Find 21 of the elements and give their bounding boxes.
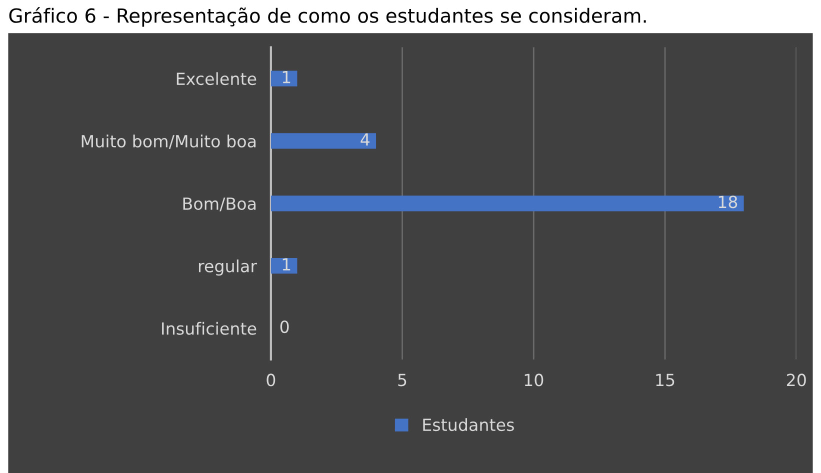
legend-label: Estudantes bbox=[423, 418, 514, 432]
data-label: 4 bbox=[360, 133, 370, 146]
y-tick-label: Bom/Boa bbox=[183, 198, 256, 212]
data-label: 1 bbox=[282, 70, 290, 84]
data-label: 18 bbox=[718, 196, 738, 208]
y-tick-label: Insuficiente bbox=[162, 322, 256, 335]
x-tick-label: 10 bbox=[524, 374, 544, 386]
x-tick-label: 15 bbox=[656, 374, 674, 386]
bar bbox=[270, 196, 744, 212]
bar bbox=[270, 258, 298, 274]
bar bbox=[270, 133, 376, 149]
chart-title: Gráfico 6 - Representação de como os estudantes se consideram. bbox=[9, 7, 646, 27]
y-tick-label: Excelente bbox=[176, 72, 256, 86]
data-label: 1 bbox=[282, 258, 290, 270]
x-tick-label: 5 bbox=[398, 374, 406, 386]
y-tick-label: regular bbox=[198, 259, 258, 276]
x-tick-label: 0 bbox=[266, 374, 276, 386]
x-tick-label: 20 bbox=[786, 374, 806, 386]
data-label: 0 bbox=[280, 320, 289, 334]
y-tick-label: Muito bom/Muito boa bbox=[82, 134, 256, 149]
bar bbox=[270, 70, 298, 86]
